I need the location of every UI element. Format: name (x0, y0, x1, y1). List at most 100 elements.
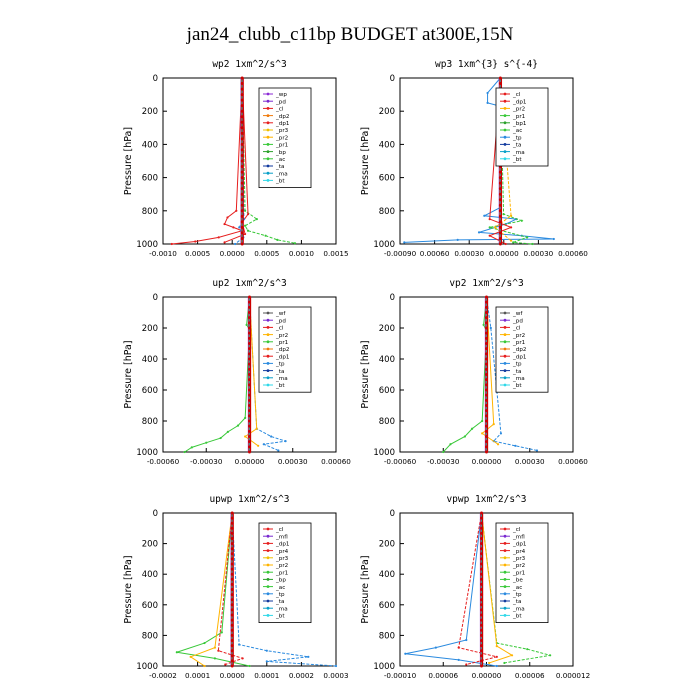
series-point (549, 654, 552, 657)
zero-profile-point (240, 192, 244, 196)
zero-profile-point (480, 613, 484, 617)
series-point (492, 423, 495, 426)
zero-profile-point (230, 516, 234, 520)
legend-label: _ta (512, 143, 521, 149)
zero-profile-point (230, 577, 234, 581)
zero-profile-point (480, 572, 484, 576)
series-point (486, 101, 489, 104)
panel-title: vpwp 1xm^2/s^3 (446, 494, 526, 505)
zero-profile-point (248, 404, 251, 407)
zero-profile-point (230, 608, 234, 612)
x-tick-label: 0.0001 (185, 671, 210, 680)
zero-profile-point (498, 181, 502, 185)
series-point (235, 209, 238, 212)
y-tick-label: 600 (379, 601, 395, 611)
zero-profile-point (498, 176, 502, 180)
x-tick-label: 0.00000 (472, 457, 502, 466)
legend-marker (266, 340, 270, 344)
series-line-cl (171, 77, 244, 245)
legend-marker (503, 92, 507, 96)
zero-profile-point (498, 170, 502, 174)
y-tick-label: 1000 (373, 448, 395, 458)
legend-marker (503, 614, 507, 617)
x-tick-label: -0.00030 (427, 457, 460, 466)
y-tick-label: 0 (390, 293, 395, 303)
series-point (486, 91, 489, 95)
zero-profile-point (230, 547, 234, 551)
panel-3: up2 1xm^2/s^3 Pressure [hPa] 0 200 400 600 800… (123, 278, 351, 466)
legend: _cl_mfl_dp1_pr4_pr3_pr2_pr1_bp_ac_tp_ta_… (258, 522, 312, 623)
legend-marker (503, 556, 507, 560)
series-point (442, 450, 445, 454)
zero-profile-point (485, 311, 488, 314)
zero-profile-point (230, 562, 234, 566)
series-point (248, 664, 251, 668)
zero-profile-point (240, 209, 244, 213)
legend-marker (503, 383, 507, 387)
legend-marker (266, 92, 270, 96)
legend-label: _wf (512, 311, 523, 317)
zero-profile-point (240, 115, 244, 119)
x-tick-label: 0.00060 (558, 457, 588, 466)
legend-marker (503, 150, 507, 154)
legend-marker (266, 606, 270, 610)
legend-label: _dp1 (512, 542, 527, 548)
legend-label: _bp1 (512, 121, 527, 127)
series-line-pr2 (189, 512, 233, 667)
zero-profile-point (240, 142, 244, 146)
zero-profile-point (248, 342, 251, 345)
y-tick-label: 0 (153, 293, 158, 303)
legend-label: _ma (275, 171, 288, 177)
zero-profile-point (480, 516, 484, 520)
legend-label: _ma (512, 606, 525, 612)
zero-profile-point (230, 572, 234, 576)
zero-profile-point (230, 644, 234, 648)
legend-marker (503, 114, 507, 117)
zero-profile-point (248, 450, 251, 454)
zero-profile-point (485, 316, 488, 320)
legend-label: _ma (512, 376, 525, 382)
legend-label: _pr2 (512, 563, 525, 569)
zero-profile-point (240, 236, 244, 240)
zero-profile-point (248, 424, 251, 428)
zero-profile-point (230, 521, 234, 525)
zero-profile-point (485, 295, 488, 299)
zero-profile-point (498, 220, 502, 224)
x-tick-label: -0.0010 (149, 249, 177, 258)
legend-marker (266, 592, 270, 596)
legend-marker (266, 354, 270, 358)
y-tick-label: 200 (142, 540, 158, 550)
legend-marker (503, 542, 507, 545)
zero-profile-point (485, 440, 488, 444)
zero-profile-point (240, 159, 244, 163)
legend-marker (266, 369, 270, 372)
y-axis-label: Pressure [hPa] (360, 555, 371, 623)
series-point (502, 213, 505, 216)
y-tick-label: 1000 (373, 240, 395, 250)
legend-label: _ta (275, 599, 284, 605)
zero-profile-point (248, 435, 251, 438)
zero-profile-point (240, 225, 244, 229)
zero-profile-point (240, 76, 244, 80)
legend-label: _pr1 (512, 340, 526, 346)
zero-profile-point (248, 336, 251, 340)
legend-marker (266, 549, 270, 552)
series-point (509, 214, 513, 217)
zero-profile-point (248, 414, 251, 418)
legend-label: _bp (275, 150, 286, 156)
zero-profile-point (248, 393, 251, 397)
zero-profile-point (485, 414, 488, 418)
series-point (465, 663, 468, 666)
zero-profile-point (248, 429, 251, 433)
legend-marker (503, 585, 507, 588)
series-point (465, 638, 468, 642)
legend-label: _pr4 (512, 549, 526, 555)
zero-profile-point (485, 388, 488, 392)
series-point (264, 234, 267, 237)
zero-profile-point (240, 126, 244, 130)
y-tick-label: 1000 (373, 662, 395, 672)
zero-profile-point (240, 203, 244, 207)
series-point (270, 435, 273, 438)
zero-profile-point (248, 305, 251, 309)
zero-profile-point (498, 231, 502, 235)
